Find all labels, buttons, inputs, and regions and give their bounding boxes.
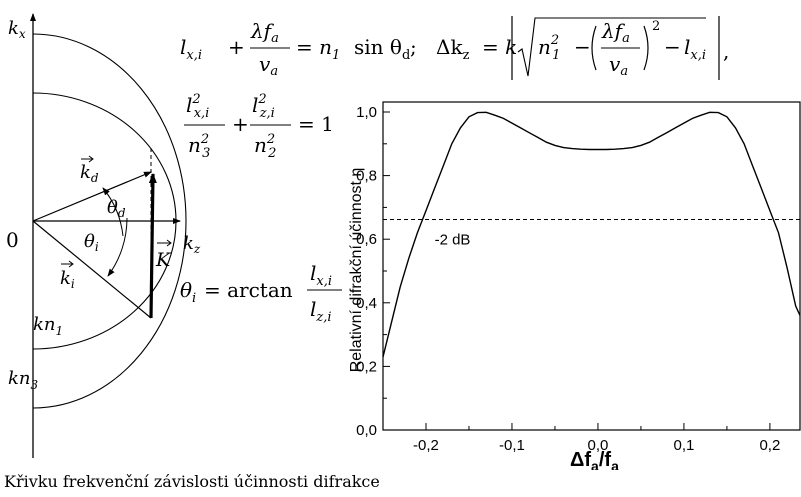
x-tick-label: -0,1 xyxy=(499,437,525,454)
y-tick-label: 0,6 xyxy=(356,231,377,248)
svg-text:θi: θi xyxy=(180,278,196,306)
circle-kn1 xyxy=(32,92,177,350)
svg-text:λfa: λfa xyxy=(601,19,630,46)
svg-text:lx,i: lx,i xyxy=(684,35,706,63)
svg-text:= n1: = n1 xyxy=(296,35,340,63)
theta-d-arc xyxy=(102,187,124,237)
efficiency-curve xyxy=(382,111,801,358)
svg-text:= k: = k xyxy=(482,35,517,59)
kd-vector xyxy=(32,171,152,222)
svg-text:−: − xyxy=(574,35,591,59)
kn3-label: kn3 xyxy=(8,368,39,392)
svg-text:sin θd: sin θd xyxy=(354,35,410,63)
equation-delta-kz: Δkz = k n2 1 − λfa va 2 − lx,i , xyxy=(436,16,729,80)
svg-text:,: , xyxy=(723,39,729,63)
plot-frame xyxy=(382,101,801,431)
equation-coupling: lx,i + λfa va = n1 sin θd ; xyxy=(180,19,417,79)
svg-text:−: − xyxy=(664,35,681,59)
wave-vector-diagram: kx kz 0 kd ki K θd θi kn1 kn3 xyxy=(6,13,201,458)
svg-text:lx,i: lx,i xyxy=(180,35,202,63)
theta-d-label: θd xyxy=(107,197,126,220)
kn1-label: kn1 xyxy=(33,314,63,338)
x-tick-label: -0,2 xyxy=(413,437,439,454)
svg-text:va: va xyxy=(259,52,278,79)
K-label: K xyxy=(155,239,172,271)
svg-text:va: va xyxy=(609,52,628,79)
svg-text:+: + xyxy=(232,112,249,136)
svg-text:lx,i: lx,i xyxy=(310,261,332,289)
svg-text:lz,i: lz,i xyxy=(310,297,332,325)
svg-text:ki: ki xyxy=(60,268,75,291)
svg-text:+: + xyxy=(228,35,245,59)
equation-ellipse: l2 x,i n2 3 + l2 z,i n2 2 = 1 xyxy=(184,92,334,161)
theta-i-arc xyxy=(107,217,128,277)
svg-text:;: ; xyxy=(410,35,417,59)
figure-canvas: kx kz 0 kd ki K θd θi kn1 kn3 lx,i + λfa… xyxy=(6,13,801,474)
svg-text:l2x,i: l2 x,i xyxy=(186,92,209,121)
y-tick-label: 0,8 xyxy=(356,168,377,185)
kd-label: kd xyxy=(80,155,99,185)
threshold-label: -2 dB xyxy=(435,231,471,248)
K-vector xyxy=(148,173,157,319)
theta-i-label: θi xyxy=(84,231,99,254)
x-tick-label: 0,0 xyxy=(588,437,609,454)
circle-kn3 xyxy=(32,33,187,409)
svg-text:K: K xyxy=(155,249,172,271)
x-ticks: -0,2 -0,1 0,0 0,1 0,2 xyxy=(382,423,780,454)
y-tick-label: 0,4 xyxy=(356,295,377,312)
svg-text:2: 2 xyxy=(652,19,660,34)
svg-text:= arctan: = arctan xyxy=(204,278,293,302)
svg-text:n22: n2 2 xyxy=(254,132,276,161)
svg-text:λfa: λfa xyxy=(250,19,279,46)
efficiency-chart: 0,0 0,2 0,4 0,6 0,8 1,0 -0,2 -0,1 0,0 0,1 0,2 -2 … xyxy=(348,101,801,474)
origin-label: 0 xyxy=(6,228,19,252)
x-axis-label: Δfa/fa xyxy=(570,449,619,470)
kx-axis-label: kx xyxy=(8,18,26,41)
y-tick-label: 0,0 xyxy=(356,422,377,439)
y-tick-label: 0,2 xyxy=(356,358,377,375)
x-tick-label: 0,1 xyxy=(673,437,694,454)
svg-text:Δkz: Δkz xyxy=(436,35,470,63)
equation-theta-i: θi = arctan lx,i lz,i xyxy=(180,261,342,325)
ki-vector xyxy=(32,220,152,319)
svg-text:n23: n2 3 xyxy=(188,132,210,161)
ki-label: ki xyxy=(60,260,75,291)
svg-text:n21: n2 1 xyxy=(538,33,560,63)
y-ticks: 0,0 0,2 0,4 0,6 0,8 1,0 xyxy=(356,104,390,439)
svg-text:l2z,i: l2 z,i xyxy=(252,92,275,121)
svg-text:= 1: = 1 xyxy=(298,112,334,136)
figure-caption: Křivku frekvenční závislosti účinnosti d… xyxy=(4,472,380,491)
kz-axis-label: kz xyxy=(183,233,201,256)
y-tick-label: 1,0 xyxy=(356,104,377,121)
svg-text:kd: kd xyxy=(80,162,99,185)
x-tick-label: 0,2 xyxy=(759,437,780,454)
y-axis-label: Relativní difrakční účinnost η xyxy=(348,168,365,373)
